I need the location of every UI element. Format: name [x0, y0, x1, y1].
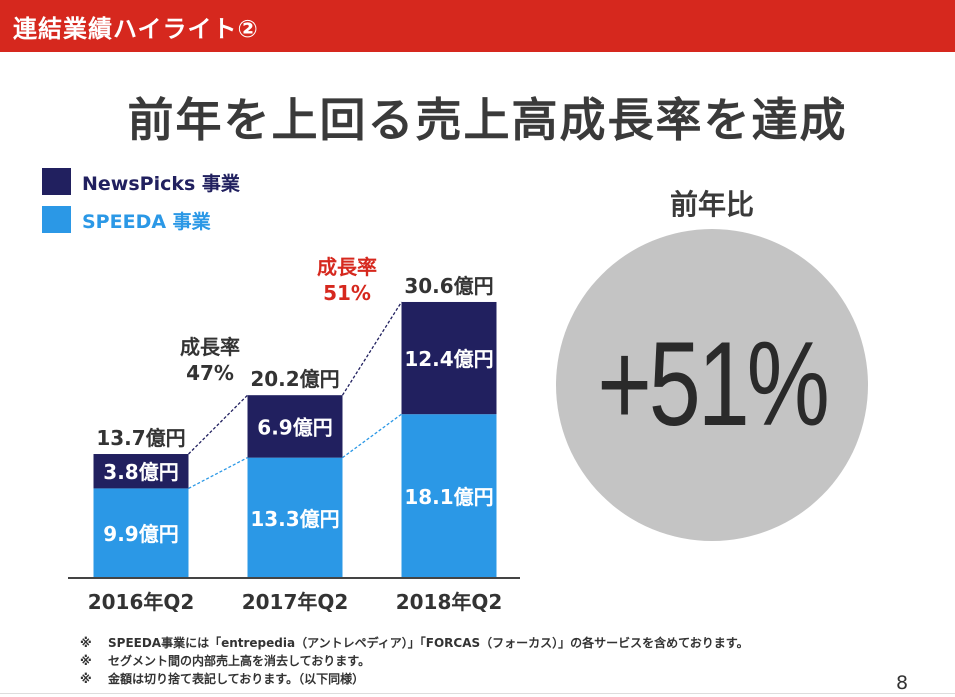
growth-rate-value: 51%: [323, 281, 371, 305]
page-number: 8: [896, 672, 909, 694]
total-label: 13.7億円: [96, 426, 185, 450]
data-label-newspicks: 3.8億円: [103, 460, 178, 484]
legend-swatch-speeda: [42, 206, 71, 233]
yoy-label: 前年比: [669, 188, 754, 221]
connector-total: [341, 301, 403, 396]
data-label-speeda: 13.3億円: [250, 507, 339, 531]
x-tick-label: 2016年Q2: [88, 590, 195, 614]
legend-swatch-newspicks: [42, 168, 71, 195]
data-label-newspicks: 12.4億円: [404, 347, 493, 371]
bar-speeda-1: [247, 457, 343, 578]
footnote: ※ 金額は切り捨て表記しております。（以下同様）: [80, 672, 365, 686]
x-tick-label: 2018年Q2: [396, 590, 503, 614]
header-bar: [0, 0, 955, 52]
page-title: 前年を上回る売上高成長率を達成: [127, 93, 848, 147]
bar-speeda-2: [401, 414, 497, 578]
yoy-circle: [556, 229, 868, 541]
footnote: ※ セグメント間の内部売上高を消去しております。: [80, 654, 371, 668]
footnote: ※ SPEEDA事業には「entrepedia（アントレペディア）」「FORCAS…: [80, 636, 749, 650]
footer-divider: [0, 693, 955, 694]
header-title: 連結業績ハイライト②: [13, 15, 259, 43]
connector-total: [188, 394, 248, 455]
bar-speeda-0: [93, 488, 189, 578]
legend-label-newspicks: NewsPicks 事業: [82, 173, 240, 195]
footnotes: ※ SPEEDA事業には「entrepedia（アントレペディア）」「FORCAS…: [80, 634, 749, 688]
data-label-newspicks: 6.9億円: [257, 415, 332, 439]
growth-rate-label: 成長率: [317, 255, 377, 279]
total-label: 30.6億円: [404, 274, 493, 298]
bar-newspicks-0: [93, 454, 189, 489]
growth-rate-label: 成長率: [180, 335, 240, 359]
data-label-speeda: 9.9億円: [103, 522, 178, 546]
x-tick-label: 2017年Q2: [242, 590, 349, 614]
legend-label-speeda: SPEEDA 事業: [82, 211, 211, 233]
growth-rate-value: 47%: [186, 361, 234, 385]
bar-newspicks-2: [401, 301, 497, 415]
connector-speeda: [188, 457, 248, 489]
bar-newspicks-1: [247, 395, 343, 458]
data-label-speeda: 18.1億円: [404, 485, 493, 509]
total-label: 20.2億円: [250, 367, 339, 391]
yoy-value: +51%: [597, 317, 830, 451]
connector-speeda: [342, 413, 402, 459]
